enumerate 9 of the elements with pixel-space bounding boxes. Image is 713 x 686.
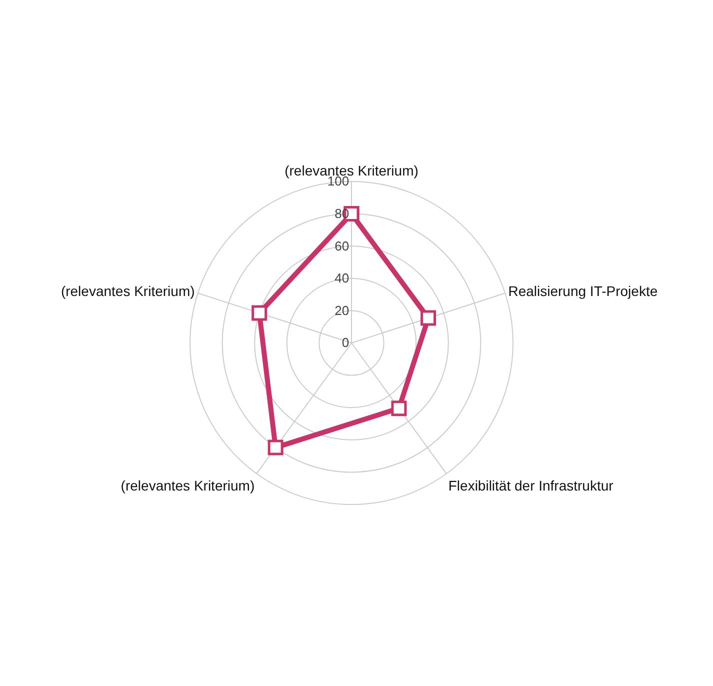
y-tick-label: 60 bbox=[334, 238, 350, 254]
y-tick-label: 20 bbox=[334, 302, 350, 318]
spoke-label: Realisierung IT-Projekte bbox=[508, 282, 658, 299]
spoke-label: (relevantes Kriterium) bbox=[60, 282, 195, 299]
spoke-label: (relevantes Kriterium) bbox=[120, 478, 255, 494]
y-tick-label: 40 bbox=[334, 270, 350, 286]
spoke-label: (relevantes Kriterium) bbox=[284, 162, 418, 178]
y-tick-label: 0 bbox=[342, 335, 350, 350]
spoke-label: Flexibilität der Infrastruktur bbox=[448, 478, 614, 494]
